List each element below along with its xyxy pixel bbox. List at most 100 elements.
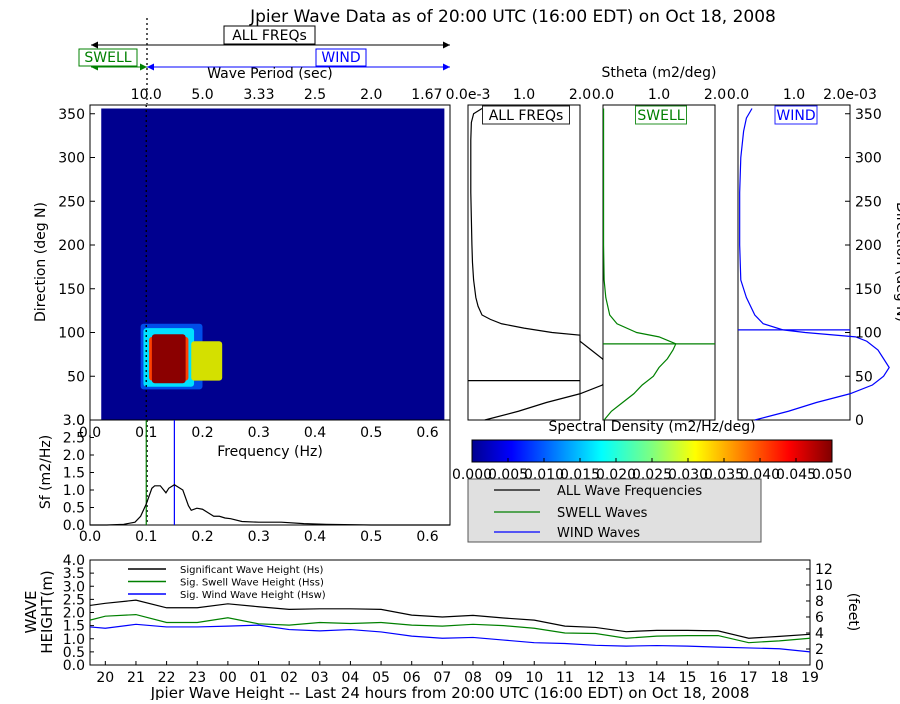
right-y-axis-label: Direction (deg N) [893,202,900,322]
hour-tick-label: 19 [801,670,819,686]
right-y-tick-label: 350 [855,107,882,123]
period-ticks: 10.0 5.0 3.33 2.5 2.0 1.67 [131,87,443,103]
all-freqs-box [223,25,316,45]
right-y-tick-label: 200 [855,238,882,254]
y-tick-label: 0 [76,413,85,429]
wave-y-tick-label: 0.0 [63,658,85,674]
freq-y-tick-label: 2.5 [63,431,85,447]
freq-top-tick-label: 0.5 [360,425,382,441]
stheta-axis-label: Stheta (m2/deg) [602,65,717,81]
stheta-tick-label: 0.0 [727,87,749,103]
wave-y-tick-label: 1.5 [63,619,85,635]
wave-y-tick-label: 0.5 [63,645,85,661]
hour-tick-label: 22 [158,670,176,686]
series-line-swell [89,613,811,644]
y-tick-label: 350 [58,107,85,123]
hour-tick-label: 04 [342,670,360,686]
stheta-panel-frame-stheta-swell [602,104,716,421]
right-y-tick-label: 100 [855,326,882,342]
swell-label: SWELL [84,50,131,66]
heatmap-hotspot-max [151,334,186,384]
period-axis-label: Wave Period (sec) [207,66,333,82]
freq-bottom-tick-label: 0.5 [360,529,382,545]
wave-right-tick-label: 12 [815,562,833,578]
stheta-tick-label: 1.0 [513,87,535,103]
right-y-tick-label: 0 [855,413,864,429]
arrow-left-icon [91,41,98,49]
colorbar-tick-label: 0.050 [812,467,852,483]
legend-label-all: ALL Wave Frequencies [557,484,702,499]
y-tick-label: 50 [67,369,85,385]
hour-tick-label: 15 [679,670,697,686]
stheta-panel-frame-stheta-all [467,104,581,421]
wave-y-tick-label: 4.0 [63,553,85,569]
hour-tick-label: 18 [770,670,788,686]
hour-tick-label: 13 [617,670,635,686]
heatmap-y-axis-label: Direction (deg N) [33,202,49,322]
wave-height-frame [89,559,811,666]
wave-y-tick-label: 3.5 [63,566,85,582]
freq-bottom-tick-label: 0.2 [191,529,213,545]
hour-tick-label: 20 [96,670,114,686]
hour-tick-label: 14 [648,670,666,686]
frequency-spectrum-plot: 0.00.00.10.10.20.20.30.30.40.40.50.50.60… [38,413,451,545]
freq-bottom-tick-label: 0.6 [416,529,438,545]
period-tick-label: 2.5 [304,87,326,103]
hour-tick-label: 21 [127,670,145,686]
stheta-tick-label: 2.0 [569,87,591,103]
all-freqs-label: ALL FREQs [232,28,307,44]
colorbar-title: Spectral Density (m2/Hz/deg) [548,419,755,435]
period-tick-label: 1.67 [411,87,442,103]
wave-height-title: Jpier Wave Height -- Last 24 hours from … [150,684,750,700]
freq-bottom-tick-label: 0.1 [135,529,157,545]
feet-axis-label: (feet) [845,593,861,632]
hour-tick-label: 11 [556,670,574,686]
hour-tick-label: 05 [372,670,390,686]
right-y-tick-label: 150 [855,282,882,298]
chart-title: Jpier Wave Data as of 20:00 UTC (16:00 E… [249,7,776,27]
wave-right-tick-label: 0 [815,658,824,674]
wave-right-tick-label: 4 [815,626,824,642]
frequency-spectrum-curve [90,484,450,526]
spectral-density-colorbar: Spectral Density (m2/Hz/deg)0.0000.0050.… [452,419,852,483]
wave-y-tick-label: 1.0 [63,632,85,648]
y-tick-label: 250 [58,194,85,210]
hour-tick-label: 12 [587,670,605,686]
stheta-tick-label: 2.0e-03 [823,87,877,103]
freq-top-tick-label: 0.4 [304,425,326,441]
period-tick-label: 2.0 [360,87,382,103]
main-legend: ALL Wave Frequencies SWELL Waves WIND Wa… [467,478,762,543]
wind-label: WIND [321,50,360,66]
sf-axis-label: Sf (m2/Hz) [38,435,54,509]
freq-y-tick-label: 0.0 [63,518,85,534]
freq-y-tick-label: 1.5 [63,466,85,482]
frequency-axis-label: Frequency (Hz) [217,444,323,460]
stheta-title-box [774,105,818,125]
stheta-tick-label: 0.0 [592,87,614,103]
hour-tick-label: 10 [525,670,543,686]
stheta-tick-label: 1.0 [648,87,670,103]
hour-tick-label: 07 [433,670,451,686]
y-tick-label: 150 [58,282,85,298]
stheta-tick-label: 2.0 [704,87,726,103]
stheta-curve-stheta-wind [739,108,890,421]
wave-right-tick-label: 2 [815,642,824,658]
wave-right-tick-label: 8 [815,594,824,610]
swell-box [78,48,138,67]
freq-y-tick-label: 2.0 [63,448,85,464]
stheta-curve-stheta-swell [602,108,677,421]
legend-label-wind: WIND Waves [557,526,640,541]
freq-top-tick-label: 0.2 [191,425,213,441]
stheta-panels: 0.0e-3 1.0 2.0 ALL FREQs 0.0 1.0 2.0 SWELL 0.0 1.… [446,87,900,429]
wave-y-tick-label: 3.0 [63,579,85,595]
directional-spectrum-heatmap: 0 50 100 150 200 250 300 350 Direction (deg N) [33,104,451,429]
hour-tick-label: 03 [311,670,329,686]
wave-y-tick-label: 2.5 [63,592,85,608]
freq-y-tick-label: 3.0 [63,413,85,429]
freq-spectrum-frame [89,419,451,526]
wave-y-tick-label: 2.0 [63,606,85,622]
arrow-right-icon [443,63,450,71]
